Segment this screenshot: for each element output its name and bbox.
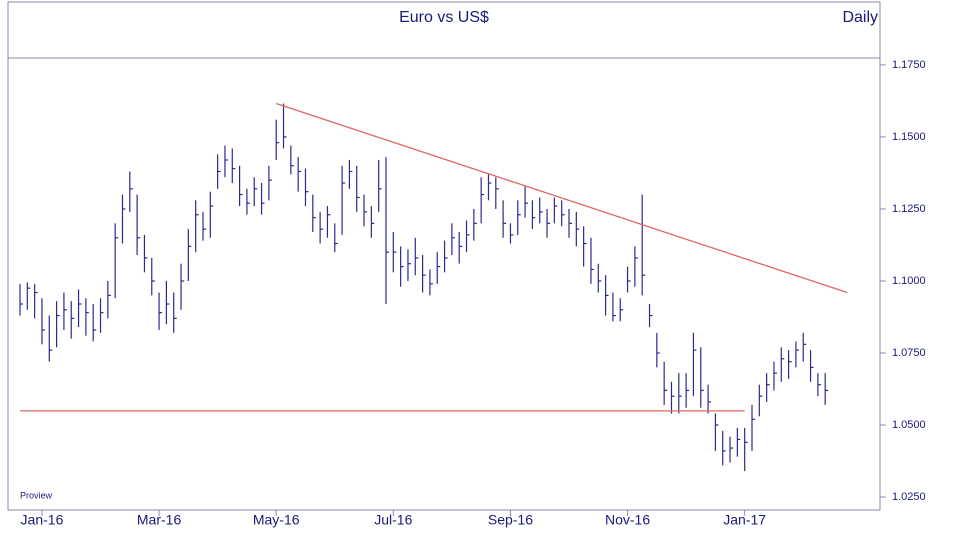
- x-tick-label: Jan-16: [21, 512, 64, 528]
- x-tick-label: Mar-16: [137, 512, 182, 528]
- x-tick-label: Jan-17: [723, 512, 766, 528]
- watermark: Proview: [20, 490, 53, 500]
- x-tick-label: Nov-16: [605, 512, 650, 528]
- y-tick-label: 1.1750: [892, 59, 926, 71]
- x-tick-label: Sep-16: [488, 512, 533, 528]
- x-tick-label: May-16: [253, 512, 300, 528]
- y-tick-label: 1.0750: [892, 347, 926, 359]
- chart-subtitle: Daily: [842, 9, 878, 26]
- y-tick-label: 1.1250: [892, 203, 926, 215]
- y-tick-label: 1.1000: [892, 275, 926, 287]
- y-tick-label: 1.0250: [892, 491, 926, 503]
- trend-line: [275, 102, 848, 294]
- y-tick-label: 1.1500: [892, 131, 926, 143]
- x-tick-label: Jul-16: [374, 512, 412, 528]
- chart-title: Euro vs US$: [399, 9, 489, 26]
- y-tick-label: 1.0500: [892, 419, 926, 431]
